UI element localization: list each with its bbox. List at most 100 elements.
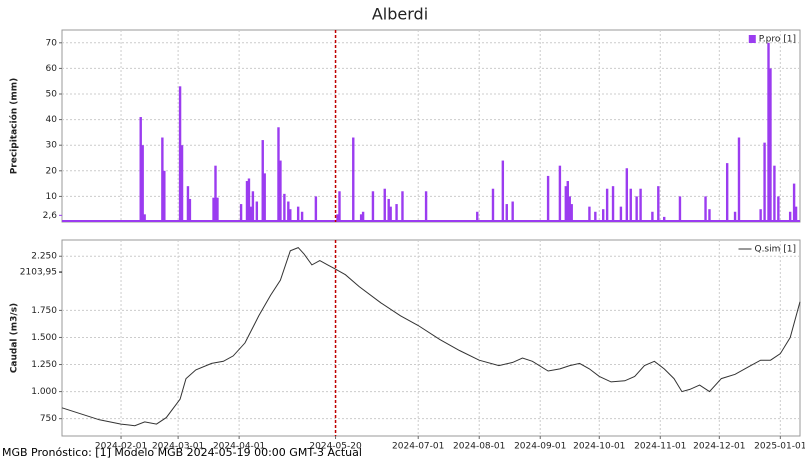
x-tick-label: 2024-08-01 <box>453 442 505 452</box>
y-tick-label: 10 <box>46 192 58 202</box>
bar <box>212 197 215 222</box>
x-tick-label: 2024-02-01 <box>95 442 147 452</box>
bar <box>678 196 682 222</box>
bar <box>505 204 508 222</box>
bar <box>387 198 390 222</box>
bar <box>279 160 282 222</box>
x-tick-label: 2025-01-01 <box>754 442 805 452</box>
y-tick-label: 20 <box>46 166 58 176</box>
bar <box>511 201 514 222</box>
bar <box>546 175 550 222</box>
bar <box>314 196 318 222</box>
bar <box>389 206 392 222</box>
bar <box>188 198 192 222</box>
bar <box>161 137 164 222</box>
y-tick-label: 70 <box>46 38 58 48</box>
current-value-label: 2103,95 <box>20 268 57 278</box>
x-tick-label: 2024-07-01 <box>392 442 444 452</box>
bar <box>395 204 398 222</box>
x-tick-label: 2024-11-01 <box>634 442 686 452</box>
line <box>61 247 801 427</box>
x-tick-label: 2024-04-01 <box>213 442 265 452</box>
footer: MGB Pronóstico: [1] Modelo MGB 2024-05-1… <box>2 446 362 459</box>
bar <box>491 188 495 222</box>
bar <box>289 209 292 222</box>
bar <box>619 206 623 222</box>
legend-label: P.pro [1] <box>759 35 796 45</box>
bar <box>657 186 660 222</box>
x-tick-label: 2024-09-01 <box>514 442 566 452</box>
bar <box>249 206 253 222</box>
bar <box>639 188 642 222</box>
bar <box>476 211 479 222</box>
current-value-label: 2,6 <box>43 211 58 221</box>
y-axis-label: Precipitación (mm) <box>9 78 20 175</box>
bar <box>371 191 375 222</box>
bar <box>501 160 505 222</box>
bar <box>704 196 707 222</box>
plot-area <box>61 29 801 223</box>
bar <box>769 68 772 223</box>
y-tick-label: 50 <box>46 90 58 100</box>
bar <box>733 211 737 222</box>
x-tick-label: 2024-03-01 <box>152 442 204 452</box>
bar <box>287 201 290 222</box>
bar <box>336 214 339 222</box>
bar <box>139 117 142 222</box>
y-tick-label: 40 <box>46 115 58 125</box>
bar <box>759 209 762 222</box>
bar <box>401 191 404 222</box>
bar <box>359 214 363 222</box>
bar <box>558 165 562 222</box>
bar <box>777 196 780 222</box>
bar <box>352 137 355 222</box>
y-tick-label: 1.000 <box>31 387 57 397</box>
bar <box>361 211 365 222</box>
bar <box>611 186 615 222</box>
bar <box>773 165 776 222</box>
y-tick-label: 60 <box>46 64 58 74</box>
bar <box>588 206 591 222</box>
bar <box>143 214 146 222</box>
x-tick-label: 2024-10-01 <box>573 442 625 452</box>
bar <box>602 209 605 222</box>
bar <box>245 181 249 222</box>
legend-label: Q.sim [1] <box>754 245 796 255</box>
y-tick-label: 2.250 <box>31 252 57 262</box>
bar <box>383 188 386 222</box>
bar <box>794 206 798 222</box>
bar <box>763 142 766 222</box>
bar <box>216 197 219 222</box>
x-tick-label: 2024-12-01 <box>693 442 745 452</box>
y-axis-label: Caudal (m3/s) <box>10 303 20 373</box>
bar <box>255 201 259 222</box>
bar <box>767 42 770 222</box>
bar <box>239 204 243 222</box>
bar <box>594 211 597 222</box>
x-tick-label: 2024-05-20 <box>309 442 362 452</box>
bar <box>605 188 609 222</box>
y-tick-label: 1.250 <box>31 360 57 370</box>
legend-swatch <box>748 35 756 43</box>
bar <box>635 196 638 222</box>
chart-title: Alberdi <box>372 5 428 24</box>
y-tick-label: 30 <box>46 141 58 151</box>
bar <box>163 170 166 222</box>
bar <box>296 206 300 222</box>
bar <box>277 127 280 222</box>
bar <box>283 193 286 222</box>
bar <box>663 216 666 222</box>
bar <box>424 191 428 222</box>
bar <box>251 191 255 222</box>
bar <box>651 211 654 222</box>
y-tick-label: 750 <box>40 414 57 424</box>
bar <box>564 186 568 222</box>
bar <box>261 140 264 222</box>
bar <box>186 186 190 222</box>
y-tick-label: 1.750 <box>31 306 57 316</box>
bar <box>178 86 182 222</box>
bar <box>725 163 729 222</box>
bar <box>247 178 251 222</box>
bar <box>568 196 571 222</box>
